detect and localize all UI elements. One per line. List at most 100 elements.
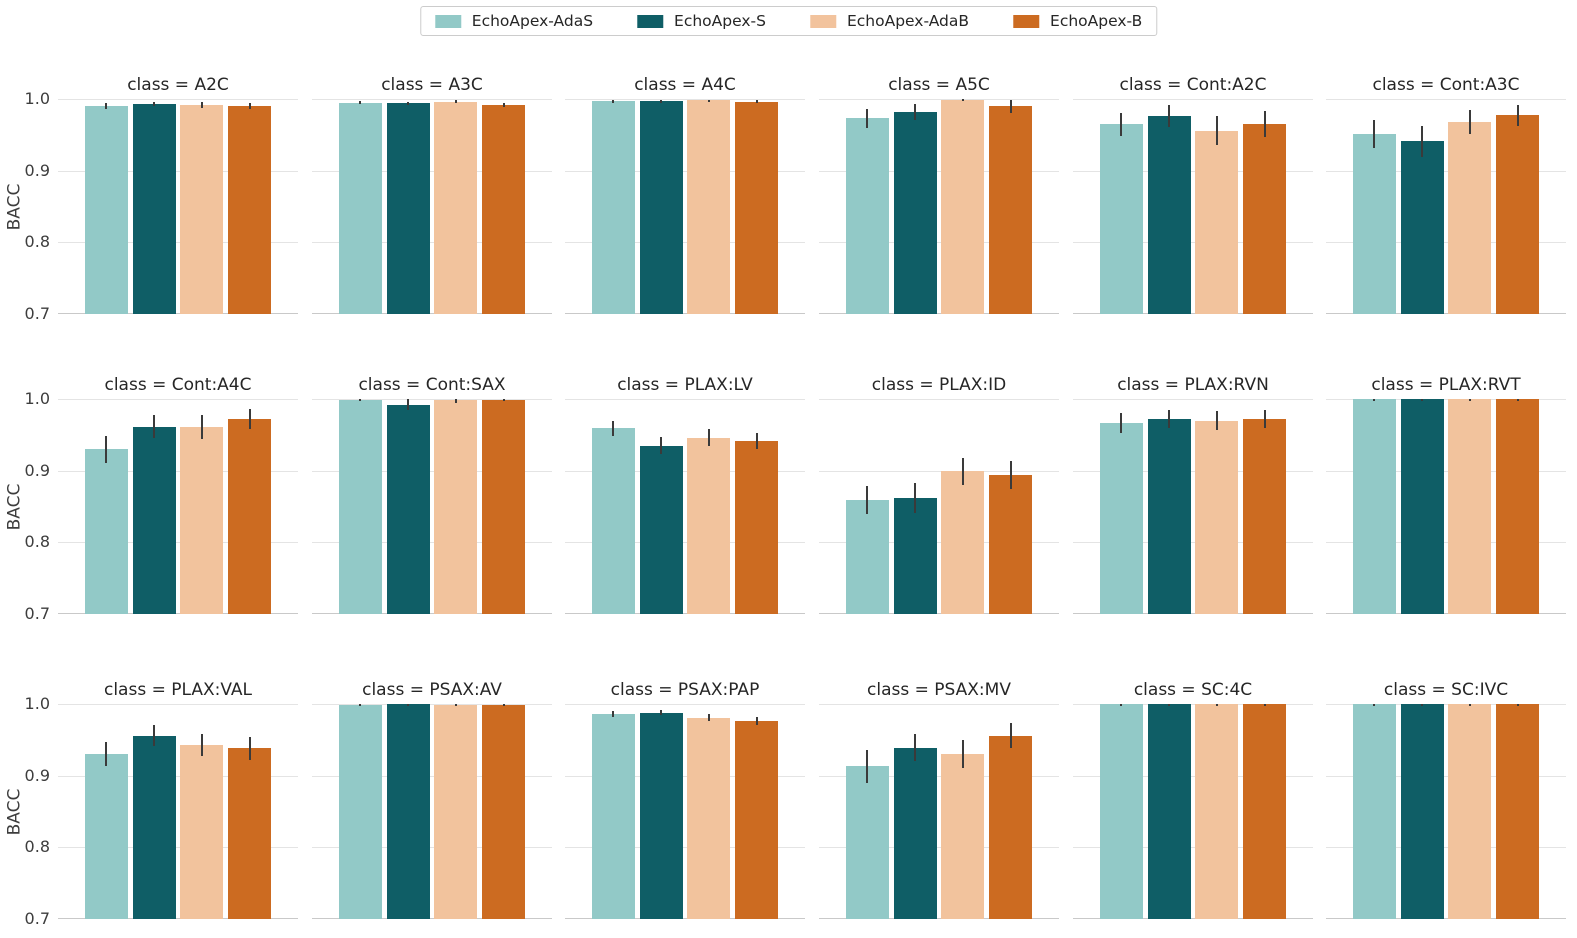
gridline (58, 470, 298, 472)
x-axis-line (58, 312, 298, 314)
gridline (819, 704, 1059, 705)
error-bar-EchoApex-AdaS (359, 704, 362, 707)
error-bar-EchoApex-AdaS (612, 711, 615, 717)
gridline (565, 399, 805, 400)
error-bar-EchoApex-B (502, 102, 505, 107)
bar-EchoApex-AdaS (84, 106, 128, 314)
facet-title: class = A4C (634, 75, 736, 95)
error-bar-EchoApex-B (502, 704, 505, 707)
legend-label: EchoApex-S (674, 12, 766, 30)
gridline (1073, 542, 1313, 544)
error-bar-EchoApex-AdaS (866, 485, 869, 515)
gridline (565, 847, 805, 849)
bar-EchoApex-B (1243, 704, 1287, 919)
bar-EchoApex-AdaS (591, 101, 635, 314)
bar-EchoApex-B (989, 735, 1033, 919)
gridline (819, 542, 1059, 544)
bar-EchoApex-AdaS (1352, 704, 1396, 919)
error-bar-EchoApex-S (660, 99, 663, 103)
plot-area (58, 399, 298, 614)
error-bar-EchoApex-AdaS (1120, 704, 1123, 706)
bar-EchoApex-AdaS (84, 449, 128, 614)
gridline (58, 542, 298, 544)
gridline (565, 170, 805, 172)
gridline (1073, 704, 1313, 705)
bar-EchoApex-S (893, 111, 937, 314)
error-bar-EchoApex-B (1009, 723, 1012, 748)
bar-EchoApex-AdaS (845, 118, 889, 314)
plot-area (1073, 399, 1313, 614)
legend-item-EchoApex-AdaB: EchoApex-AdaB (809, 12, 969, 30)
gridline (819, 399, 1059, 400)
error-bar-EchoApex-AdaS (1373, 704, 1376, 706)
x-axis-line (312, 312, 552, 314)
bar-EchoApex-B (1496, 115, 1540, 314)
error-bar-EchoApex-B (1009, 99, 1012, 113)
gridline (1326, 542, 1566, 544)
gridline (58, 99, 298, 100)
error-bar-EchoApex-AdaB (707, 99, 710, 102)
y-tick-label: 0.7 (24, 604, 50, 623)
gridline (1326, 242, 1566, 244)
bar-EchoApex-B (735, 101, 779, 314)
gridline (58, 170, 298, 172)
error-bar-EchoApex-B (1263, 704, 1266, 706)
gridline (1073, 170, 1313, 172)
bar-EchoApex-B (735, 721, 779, 919)
bar-EchoApex-B (1496, 399, 1540, 614)
gridline (312, 704, 552, 705)
bar-EchoApex-B (989, 474, 1033, 614)
bar-EchoApex-AdaS (1099, 704, 1143, 919)
error-bar-EchoApex-AdaS (1120, 112, 1123, 136)
error-bar-EchoApex-S (1421, 399, 1424, 401)
error-bar-EchoApex-S (153, 415, 156, 439)
error-bar-EchoApex-S (153, 724, 156, 747)
bar-EchoApex-S (1400, 141, 1444, 314)
error-bar-EchoApex-B (1516, 399, 1519, 401)
error-bar-EchoApex-S (1168, 409, 1171, 429)
bar-EchoApex-AdaB (180, 744, 224, 919)
error-bar-EchoApex-AdaB (707, 714, 710, 722)
x-axis-line (819, 312, 1059, 314)
bar-EchoApex-B (1496, 704, 1540, 919)
error-bar-EchoApex-B (755, 716, 758, 726)
error-bar-EchoApex-S (914, 104, 917, 120)
gridline (819, 99, 1059, 100)
bar-EchoApex-B (735, 441, 779, 614)
bar-EchoApex-AdaB (1195, 420, 1239, 614)
legend-label: EchoApex-B (1050, 12, 1143, 30)
gridline (1326, 170, 1566, 172)
bar-EchoApex-S (1147, 419, 1191, 614)
bar-EchoApex-B (228, 106, 272, 314)
facet-subplot-A3C: class = A3C (312, 75, 552, 314)
bar-EchoApex-B (228, 419, 272, 614)
x-axis-line (1326, 612, 1566, 614)
gridline (1326, 704, 1566, 705)
bar-EchoApex-S (386, 404, 430, 614)
plot-area (1326, 704, 1566, 919)
gridline (1326, 775, 1566, 777)
facet-title: class = PSAX:MV (867, 680, 1011, 700)
error-bar-EchoApex-AdaS (866, 109, 869, 128)
bar-EchoApex-AdaS (591, 428, 635, 614)
gridline (1073, 847, 1313, 849)
error-bar-EchoApex-AdaS (1373, 399, 1376, 401)
bar-EchoApex-AdaB (434, 400, 478, 614)
error-bar-EchoApex-B (248, 409, 251, 430)
error-bar-EchoApex-AdaS (866, 749, 869, 783)
plot-area (1326, 399, 1566, 614)
x-axis-line (58, 612, 298, 614)
bar-EchoApex-AdaB (687, 437, 731, 614)
gridline (1073, 399, 1313, 400)
error-bar-EchoApex-B (1516, 704, 1519, 706)
facet-title: class = SC:IVC (1383, 680, 1509, 700)
bar-EchoApex-S (639, 712, 683, 919)
bar-EchoApex-S (893, 497, 937, 614)
facet-title: class = Cont:A4C (104, 375, 252, 395)
plot-area (819, 399, 1059, 614)
facet-title: class = PSAX:AV (362, 680, 502, 700)
gridline (819, 242, 1059, 244)
x-axis-line (819, 917, 1059, 919)
legend-item-EchoApex-S: EchoApex-S (637, 12, 766, 30)
